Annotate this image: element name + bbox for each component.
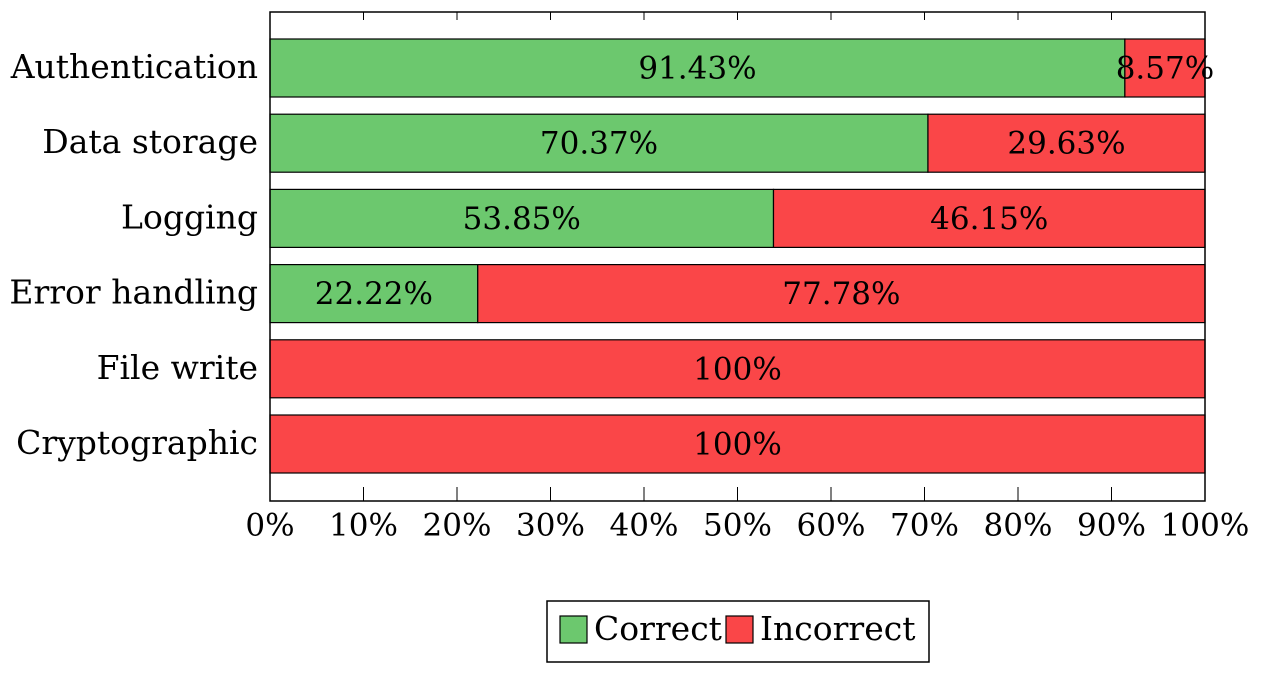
bar-value-label: 100% — [693, 427, 782, 463]
legend-label-incorrect: Incorrect — [760, 609, 915, 648]
legend: Correct Incorrect — [546, 600, 930, 663]
x-tick-label: 40% — [610, 508, 679, 544]
bar-correct — [269, 264, 479, 324]
bar-value-label: 77.78% — [782, 276, 900, 312]
bar-value-label: 46.15% — [930, 201, 1048, 237]
x-tick-label: 0% — [245, 508, 294, 544]
bar-incorrect — [927, 113, 1206, 173]
bar-value-label: 29.63% — [1007, 126, 1125, 162]
x-tick-label: 20% — [423, 508, 492, 544]
bar-value-label: 8.57% — [1116, 51, 1214, 87]
x-tick-label: 30% — [516, 508, 585, 544]
category-label: Authentication — [10, 47, 258, 86]
x-tick-label: 90% — [1077, 508, 1146, 544]
bar-value-label: 100% — [693, 351, 782, 387]
x-tick-label: 100% — [1161, 508, 1250, 544]
bar-value-label: 53.85% — [463, 201, 581, 237]
category-label: File write — [97, 348, 258, 387]
x-tick-label: 60% — [797, 508, 866, 544]
x-tick-label: 70% — [890, 508, 959, 544]
x-tick-label: 80% — [984, 508, 1053, 544]
legend-label-correct: Correct — [594, 609, 722, 648]
category-label: Error handling — [9, 273, 258, 312]
bar-correct — [269, 113, 929, 173]
bar-correct — [269, 38, 1126, 98]
plot-frame — [269, 11, 1206, 502]
x-axis: 0% 10% 20% 30% 40% 50% 60% 70% 80% 90% 100% — [245, 12, 1249, 544]
bars-layer: 91.43% 8.57% 70.37% 29.63% 53.85% 46.15% 22.22… — [269, 38, 1214, 474]
bar-incorrect — [1124, 38, 1206, 98]
x-tick-label: 10% — [329, 508, 398, 544]
legend-swatch-incorrect — [725, 615, 754, 644]
bar-value-label: 91.43% — [638, 51, 756, 87]
category-label: Data storage — [42, 122, 258, 161]
legend-swatch-correct — [559, 615, 588, 644]
bar-correct — [269, 188, 775, 248]
y-axis: Authentication Data storage Logging Error h… — [9, 47, 258, 462]
category-label: Logging — [121, 197, 258, 236]
x-tick-label: 50% — [703, 508, 772, 544]
bar-incorrect — [269, 414, 1206, 474]
bar-incorrect — [477, 264, 1206, 324]
bar-value-label: 22.22% — [315, 276, 433, 312]
category-label: Cryptographic — [16, 423, 258, 462]
bar-incorrect — [772, 188, 1206, 248]
bar-value-label: 70.37% — [540, 126, 658, 162]
